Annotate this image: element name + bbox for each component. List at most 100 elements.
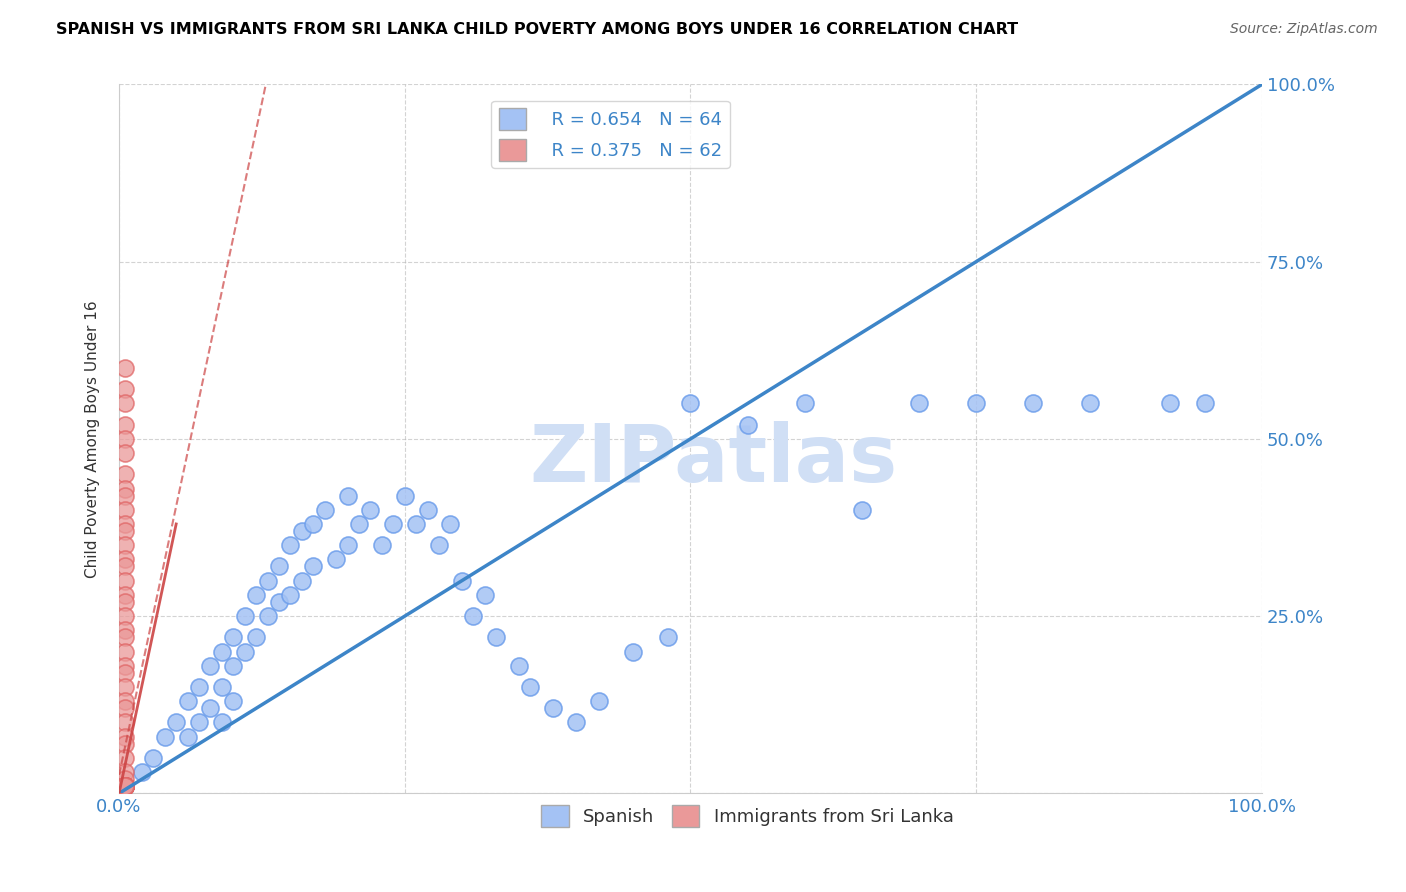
Point: [114, 779, 136, 793]
Point: [176, 694, 198, 708]
Point: [543, 701, 565, 715]
Point: [302, 559, 325, 574]
Point: [416, 503, 439, 517]
Point: [200, 701, 222, 715]
Point: [114, 779, 136, 793]
Point: [114, 432, 136, 446]
Point: [679, 396, 702, 410]
Point: [114, 779, 136, 793]
Point: [405, 516, 427, 531]
Point: [114, 516, 136, 531]
Point: [114, 772, 136, 787]
Point: [114, 361, 136, 376]
Point: [359, 503, 381, 517]
Point: [114, 489, 136, 503]
Point: [793, 396, 815, 410]
Point: [114, 779, 136, 793]
Point: [114, 779, 136, 793]
Point: [256, 574, 278, 588]
Point: [114, 779, 136, 793]
Point: [314, 503, 336, 517]
Point: [142, 751, 165, 765]
Point: [347, 516, 370, 531]
Point: [291, 524, 314, 538]
Point: [211, 644, 233, 658]
Point: [439, 516, 461, 531]
Point: [427, 538, 450, 552]
Y-axis label: Child Poverty Among Boys Under 16: Child Poverty Among Boys Under 16: [86, 300, 100, 578]
Point: [114, 694, 136, 708]
Point: [211, 715, 233, 730]
Point: [114, 779, 136, 793]
Point: [1194, 396, 1216, 410]
Point: [325, 552, 347, 566]
Point: [245, 631, 267, 645]
Point: [114, 765, 136, 780]
Point: [382, 516, 405, 531]
Point: [371, 538, 394, 552]
Point: [485, 631, 508, 645]
Point: [114, 779, 136, 793]
Point: [222, 658, 245, 673]
Text: ZIPatlas: ZIPatlas: [529, 421, 897, 500]
Point: [114, 779, 136, 793]
Point: [114, 538, 136, 552]
Point: [965, 396, 987, 410]
Point: [1159, 396, 1181, 410]
Point: [200, 658, 222, 673]
Point: [211, 680, 233, 694]
Point: [114, 751, 136, 765]
Point: [114, 779, 136, 793]
Point: [114, 779, 136, 793]
Point: [280, 538, 302, 552]
Point: [114, 779, 136, 793]
Point: [114, 417, 136, 432]
Point: [114, 779, 136, 793]
Point: [394, 489, 416, 503]
Point: [1022, 396, 1045, 410]
Point: [657, 631, 679, 645]
Point: [165, 715, 187, 730]
Point: [131, 765, 153, 780]
Point: [222, 694, 245, 708]
Point: [188, 680, 211, 694]
Point: [565, 715, 588, 730]
Point: [114, 779, 136, 793]
Point: [114, 446, 136, 460]
Point: [114, 503, 136, 517]
Point: [267, 559, 290, 574]
Point: [519, 680, 541, 694]
Point: [256, 609, 278, 624]
Point: [114, 737, 136, 751]
Point: [621, 644, 644, 658]
Point: [153, 730, 176, 744]
Point: [114, 779, 136, 793]
Point: [114, 779, 136, 793]
Point: [336, 489, 359, 503]
Point: [114, 624, 136, 638]
Point: [222, 631, 245, 645]
Point: [114, 467, 136, 482]
Point: [267, 595, 290, 609]
Point: [114, 779, 136, 793]
Point: [114, 588, 136, 602]
Point: [114, 779, 136, 793]
Point: [114, 559, 136, 574]
Point: [114, 701, 136, 715]
Point: [188, 715, 211, 730]
Point: [908, 396, 931, 410]
Point: [114, 779, 136, 793]
Point: [114, 680, 136, 694]
Point: [508, 658, 530, 673]
Point: [114, 779, 136, 793]
Point: [463, 609, 485, 624]
Point: [114, 396, 136, 410]
Point: [114, 482, 136, 496]
Point: [114, 382, 136, 396]
Point: [245, 588, 267, 602]
Point: [114, 715, 136, 730]
Point: [114, 779, 136, 793]
Text: Source: ZipAtlas.com: Source: ZipAtlas.com: [1230, 22, 1378, 37]
Point: [114, 552, 136, 566]
Point: [588, 694, 610, 708]
